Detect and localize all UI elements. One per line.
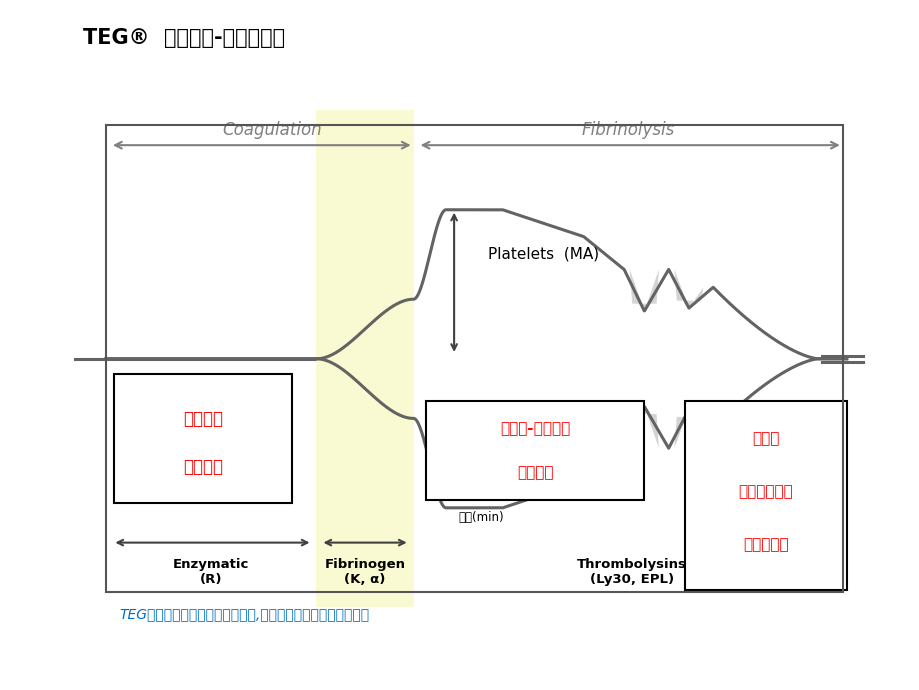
Text: Thrombolysins
(Ly30, EPL): Thrombolysins (Ly30, EPL) <box>576 558 686 586</box>
Text: TEG®  反映凝血-纤溶全过程: TEG® 反映凝血-纤溶全过程 <box>83 28 285 48</box>
Text: Fibrinogen
(K, α): Fibrinogen (K, α) <box>324 558 405 586</box>
Polygon shape <box>674 269 703 308</box>
Text: 凝血因子: 凝血因子 <box>183 457 223 475</box>
Text: Platelets  (MA): Platelets (MA) <box>487 247 598 262</box>
Polygon shape <box>630 269 658 311</box>
Text: 血凝块稳定性: 血凝块稳定性 <box>738 484 792 499</box>
Text: 凝固时间: 凝固时间 <box>183 410 223 428</box>
Text: 纤溶酶: 纤溶酶 <box>752 431 778 446</box>
Text: 血凝块溶解: 血凝块溶解 <box>743 537 788 552</box>
Polygon shape <box>674 409 703 448</box>
Text: Coagulation: Coagulation <box>221 121 322 139</box>
Bar <box>425 401 643 500</box>
Text: TEG反映了除了血管内皮因素之外,从凝血到纤溶的整个凝血过程: TEG反映了除了血管内皮因素之外,从凝血到纤溶的整个凝血过程 <box>119 607 369 621</box>
Text: Fibrinolysis: Fibrinolysis <box>581 121 674 139</box>
Bar <box>684 401 845 590</box>
Bar <box>316 110 414 607</box>
Text: 血小板-纤维蛋白: 血小板-纤维蛋白 <box>499 422 570 436</box>
Polygon shape <box>630 406 658 448</box>
Text: 时间(min): 时间(min) <box>458 511 504 524</box>
Text: 凝块强度: 凝块强度 <box>516 465 552 480</box>
Text: Enzymatic
(R): Enzymatic (R) <box>173 558 249 586</box>
Bar <box>114 374 292 503</box>
